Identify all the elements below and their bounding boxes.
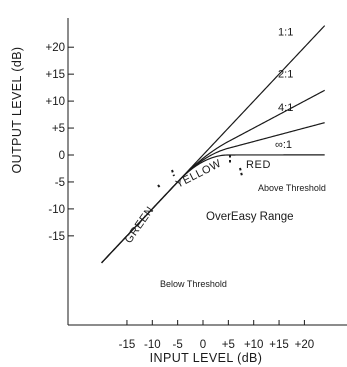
x-tick-label: -15 (119, 339, 136, 351)
x-axis-title: INPUT LEVEL (dB) (150, 351, 263, 365)
y-tick-label: +5 (52, 123, 65, 135)
axis-ticks (68, 46, 305, 325)
red-end-mark (239, 167, 243, 177)
green-yellow-mark (171, 169, 175, 177)
ratio-label: 1:1 (278, 26, 293, 38)
zone-label-green: GREEN (123, 204, 157, 245)
x-tick-label: +10 (244, 339, 264, 351)
y-tick-label: 0 (59, 150, 65, 162)
below-threshold-label: Below Threshold (160, 279, 227, 289)
ratio-label: ∞:1 (275, 139, 292, 151)
ratio-label: 2:1 (278, 68, 293, 80)
y-tick-label: -15 (48, 231, 65, 243)
x-tick-label: +5 (222, 339, 235, 351)
y-tick-label: -10 (48, 204, 65, 216)
ratio-label: 4:1 (278, 102, 293, 114)
y-tick-label: +20 (45, 42, 65, 54)
knee-zone-marks (157, 155, 243, 190)
overeasy-range-label: OverEasy Range (206, 211, 294, 223)
x-tick-label: -5 (173, 339, 183, 351)
y-axis-title: OUTPUT LEVEL (dB) (10, 47, 24, 174)
y-tick-label: +15 (45, 69, 65, 81)
x-tick-label: +20 (295, 339, 315, 351)
zone-label-red: RED (246, 159, 271, 171)
y-tick-label: +10 (45, 96, 65, 108)
ratio-labels: 1:1 2:1 4:1 ∞:1 (275, 26, 293, 151)
green-start-mark (157, 184, 162, 190)
curve---1 (101, 154, 325, 264)
transfer-curves (101, 25, 326, 264)
y-tick-label: -5 (55, 177, 65, 189)
x-tick-label: 0 (200, 339, 206, 351)
above-threshold-label: Above Threshold (258, 183, 326, 193)
x-tick-label: -10 (144, 339, 161, 351)
x-tick-label: +15 (269, 339, 289, 351)
axis-tick-labels: -15 -10 -5 0 +5 +10 +15 +20 +20 +15 +10 +5 0 -5 -10 -15 (45, 42, 314, 351)
